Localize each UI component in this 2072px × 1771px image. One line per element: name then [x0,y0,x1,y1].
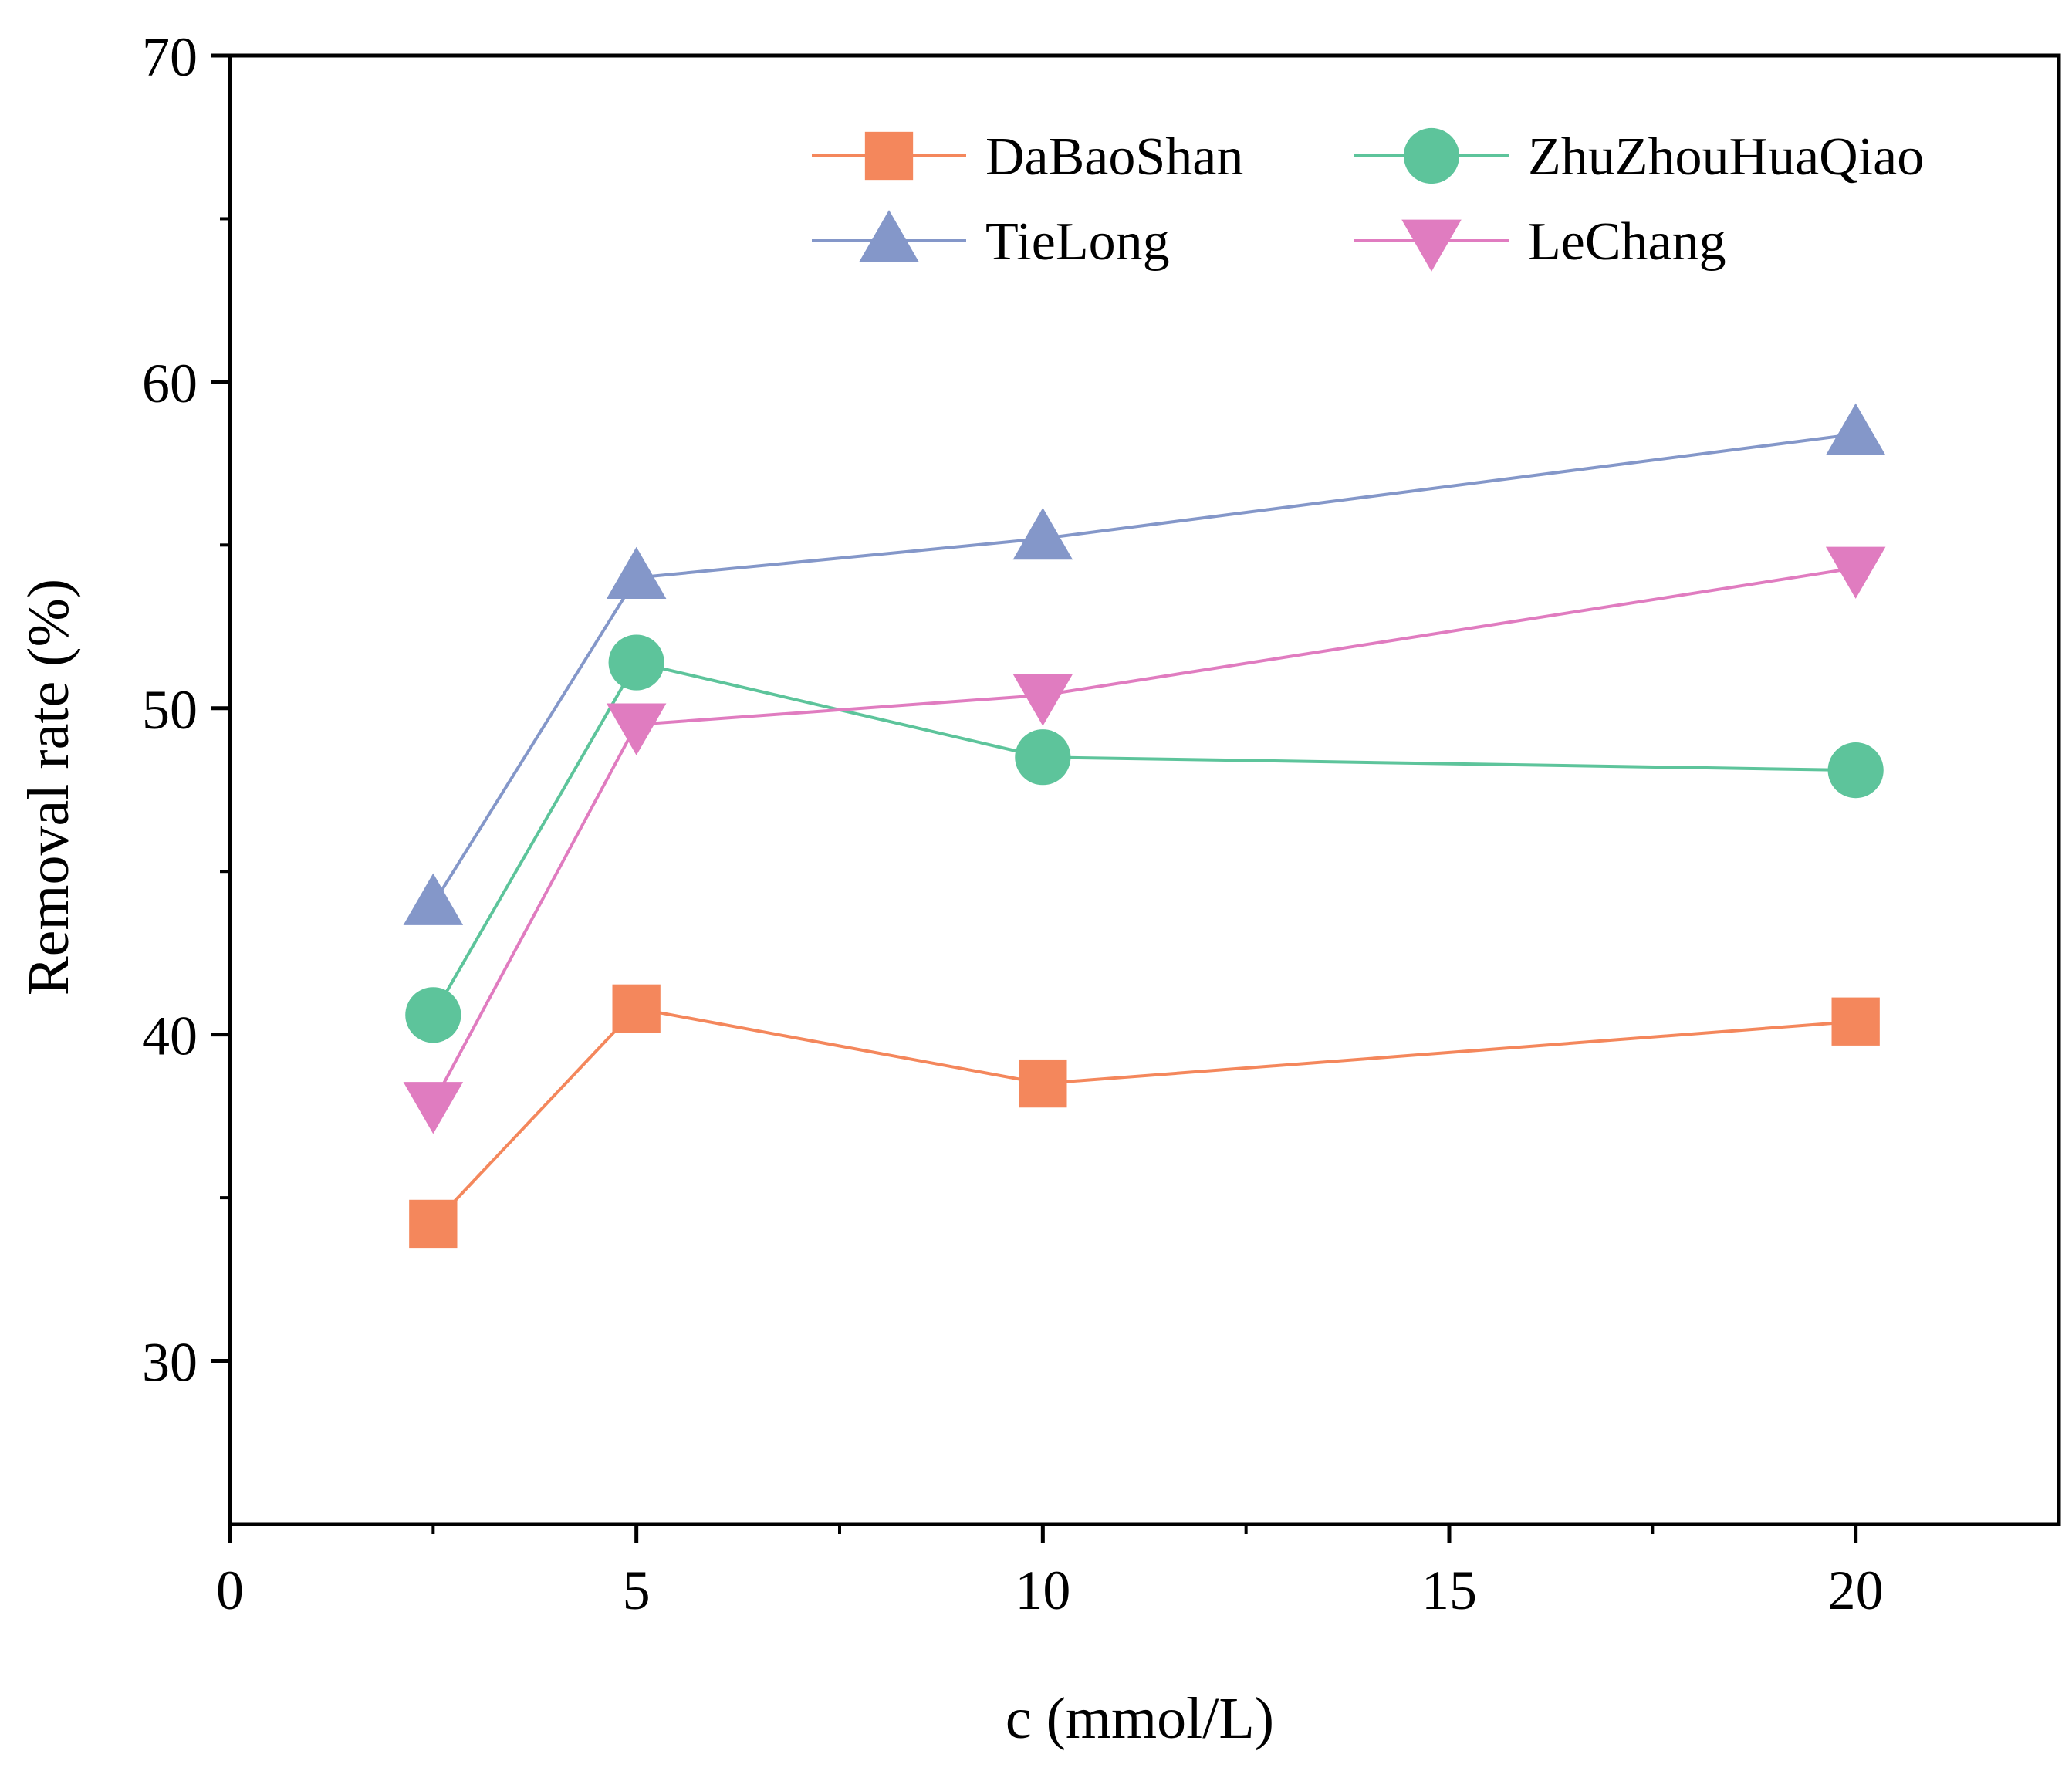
data-point [612,984,661,1033]
data-point [409,1199,458,1249]
legend-marker [864,131,914,181]
axis-ticks: 0 5 10 15 20 30 40 50 60 70 [142,26,1884,1621]
y-tick-label: 60 [142,353,198,414]
x-tick-label: 20 [1828,1560,1884,1621]
y-tick-label: 40 [142,1005,198,1067]
data-point [403,1082,464,1134]
data-point [608,634,664,691]
series-line [431,432,1856,905]
y-tick-label: 70 [142,26,198,88]
data-point [606,546,667,599]
data-point [403,873,464,925]
series-ZhuZhouHuaQiao [405,634,1884,1043]
legend-label: TieLong [985,212,1170,272]
data-point [1012,674,1073,726]
data-point [1827,742,1884,799]
data-point [1825,546,1886,599]
data-point [1019,1059,1067,1108]
axes [228,53,2061,1526]
x-tick-label: 0 [216,1560,244,1621]
legend-marker [1401,219,1462,272]
legend-label: DaBaoShan [985,127,1243,187]
series-TieLong [403,403,1886,925]
series-LeChang [403,546,1886,1134]
x-axis-title: c (mmol/L) [1006,1686,1274,1751]
series-DaBaoShan [409,984,1880,1249]
legend-label: LeChang [1528,212,1726,272]
y-axis-title: Removal rate (%) [16,579,81,995]
legend-marker [1403,127,1460,184]
data-point [1012,507,1073,560]
legend-item: ZhuZhouHuaQiao [1354,127,1924,187]
data-point [1831,997,1880,1046]
data-point [1825,403,1886,455]
legend-label: ZhuZhouHuaQiao [1528,127,1924,187]
y-tick-label: 50 [142,679,198,741]
plot-frame [228,53,2061,1526]
series-line [431,566,1856,1104]
legend-marker [859,210,919,262]
data-point [405,987,461,1043]
legend-item: DaBaoShan [812,127,1243,187]
x-tick-label: 15 [1421,1560,1477,1621]
y-tick-label: 30 [142,1332,198,1394]
series-layer [403,403,1886,1249]
legend: DaBaoShan ZhuZhouHuaQiao TieLong LeChang [812,127,1924,272]
series-line [431,1006,1856,1225]
x-tick-label: 10 [1015,1560,1070,1621]
legend-item: TieLong [812,210,1170,272]
legend-item: LeChang [1354,212,1726,272]
x-tick-label: 5 [623,1560,651,1621]
data-point [1015,729,1071,786]
data-point [606,703,667,755]
